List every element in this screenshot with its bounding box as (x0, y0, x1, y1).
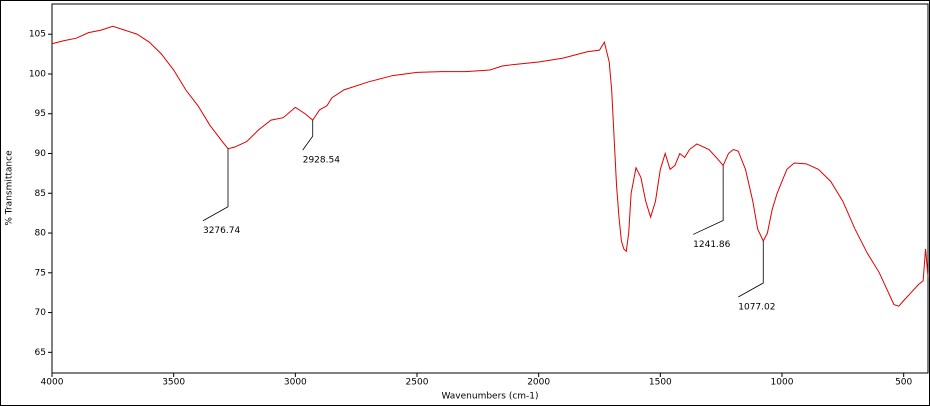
x-tick-label: 2500 (406, 378, 429, 388)
y-tick-label: 70 (35, 308, 47, 318)
x-tick-label: 4000 (41, 378, 64, 388)
annotation-label: 1077.02 (738, 302, 775, 312)
annotation-label: 2928.54 (303, 156, 340, 166)
annotation-leader (692, 165, 724, 235)
annotation-leader (738, 240, 764, 298)
annotation-label: 3276.74 (203, 226, 240, 236)
x-tick-label: 2000 (527, 378, 550, 388)
annotation-leader (202, 148, 229, 222)
y-tick-label: 65 (35, 348, 46, 358)
y-tick-label: 105 (29, 30, 46, 40)
x-tick-label: 3000 (284, 378, 307, 388)
x-tick-label: 1500 (649, 378, 672, 388)
annotation-label: 1241.86 (693, 240, 730, 250)
y-tick-label: 100 (29, 69, 46, 79)
y-tick-label: 80 (35, 229, 47, 239)
y-tick-label: 90 (35, 149, 47, 159)
x-tick-label: 3500 (162, 378, 185, 388)
y-tick-label: 95 (35, 109, 46, 119)
annotation-leader (302, 120, 314, 151)
y-axis-label: % Transmittance (5, 150, 15, 226)
spectrum-line (51, 25, 929, 307)
plot-frame (51, 3, 929, 374)
x-axis-label: Wavenumbers (cm-1) (441, 392, 538, 402)
x-tick-label: 500 (895, 378, 912, 388)
y-tick-label: 75 (35, 268, 46, 278)
x-tick-label: 1000 (771, 378, 794, 388)
y-tick-label: 85 (35, 189, 46, 199)
